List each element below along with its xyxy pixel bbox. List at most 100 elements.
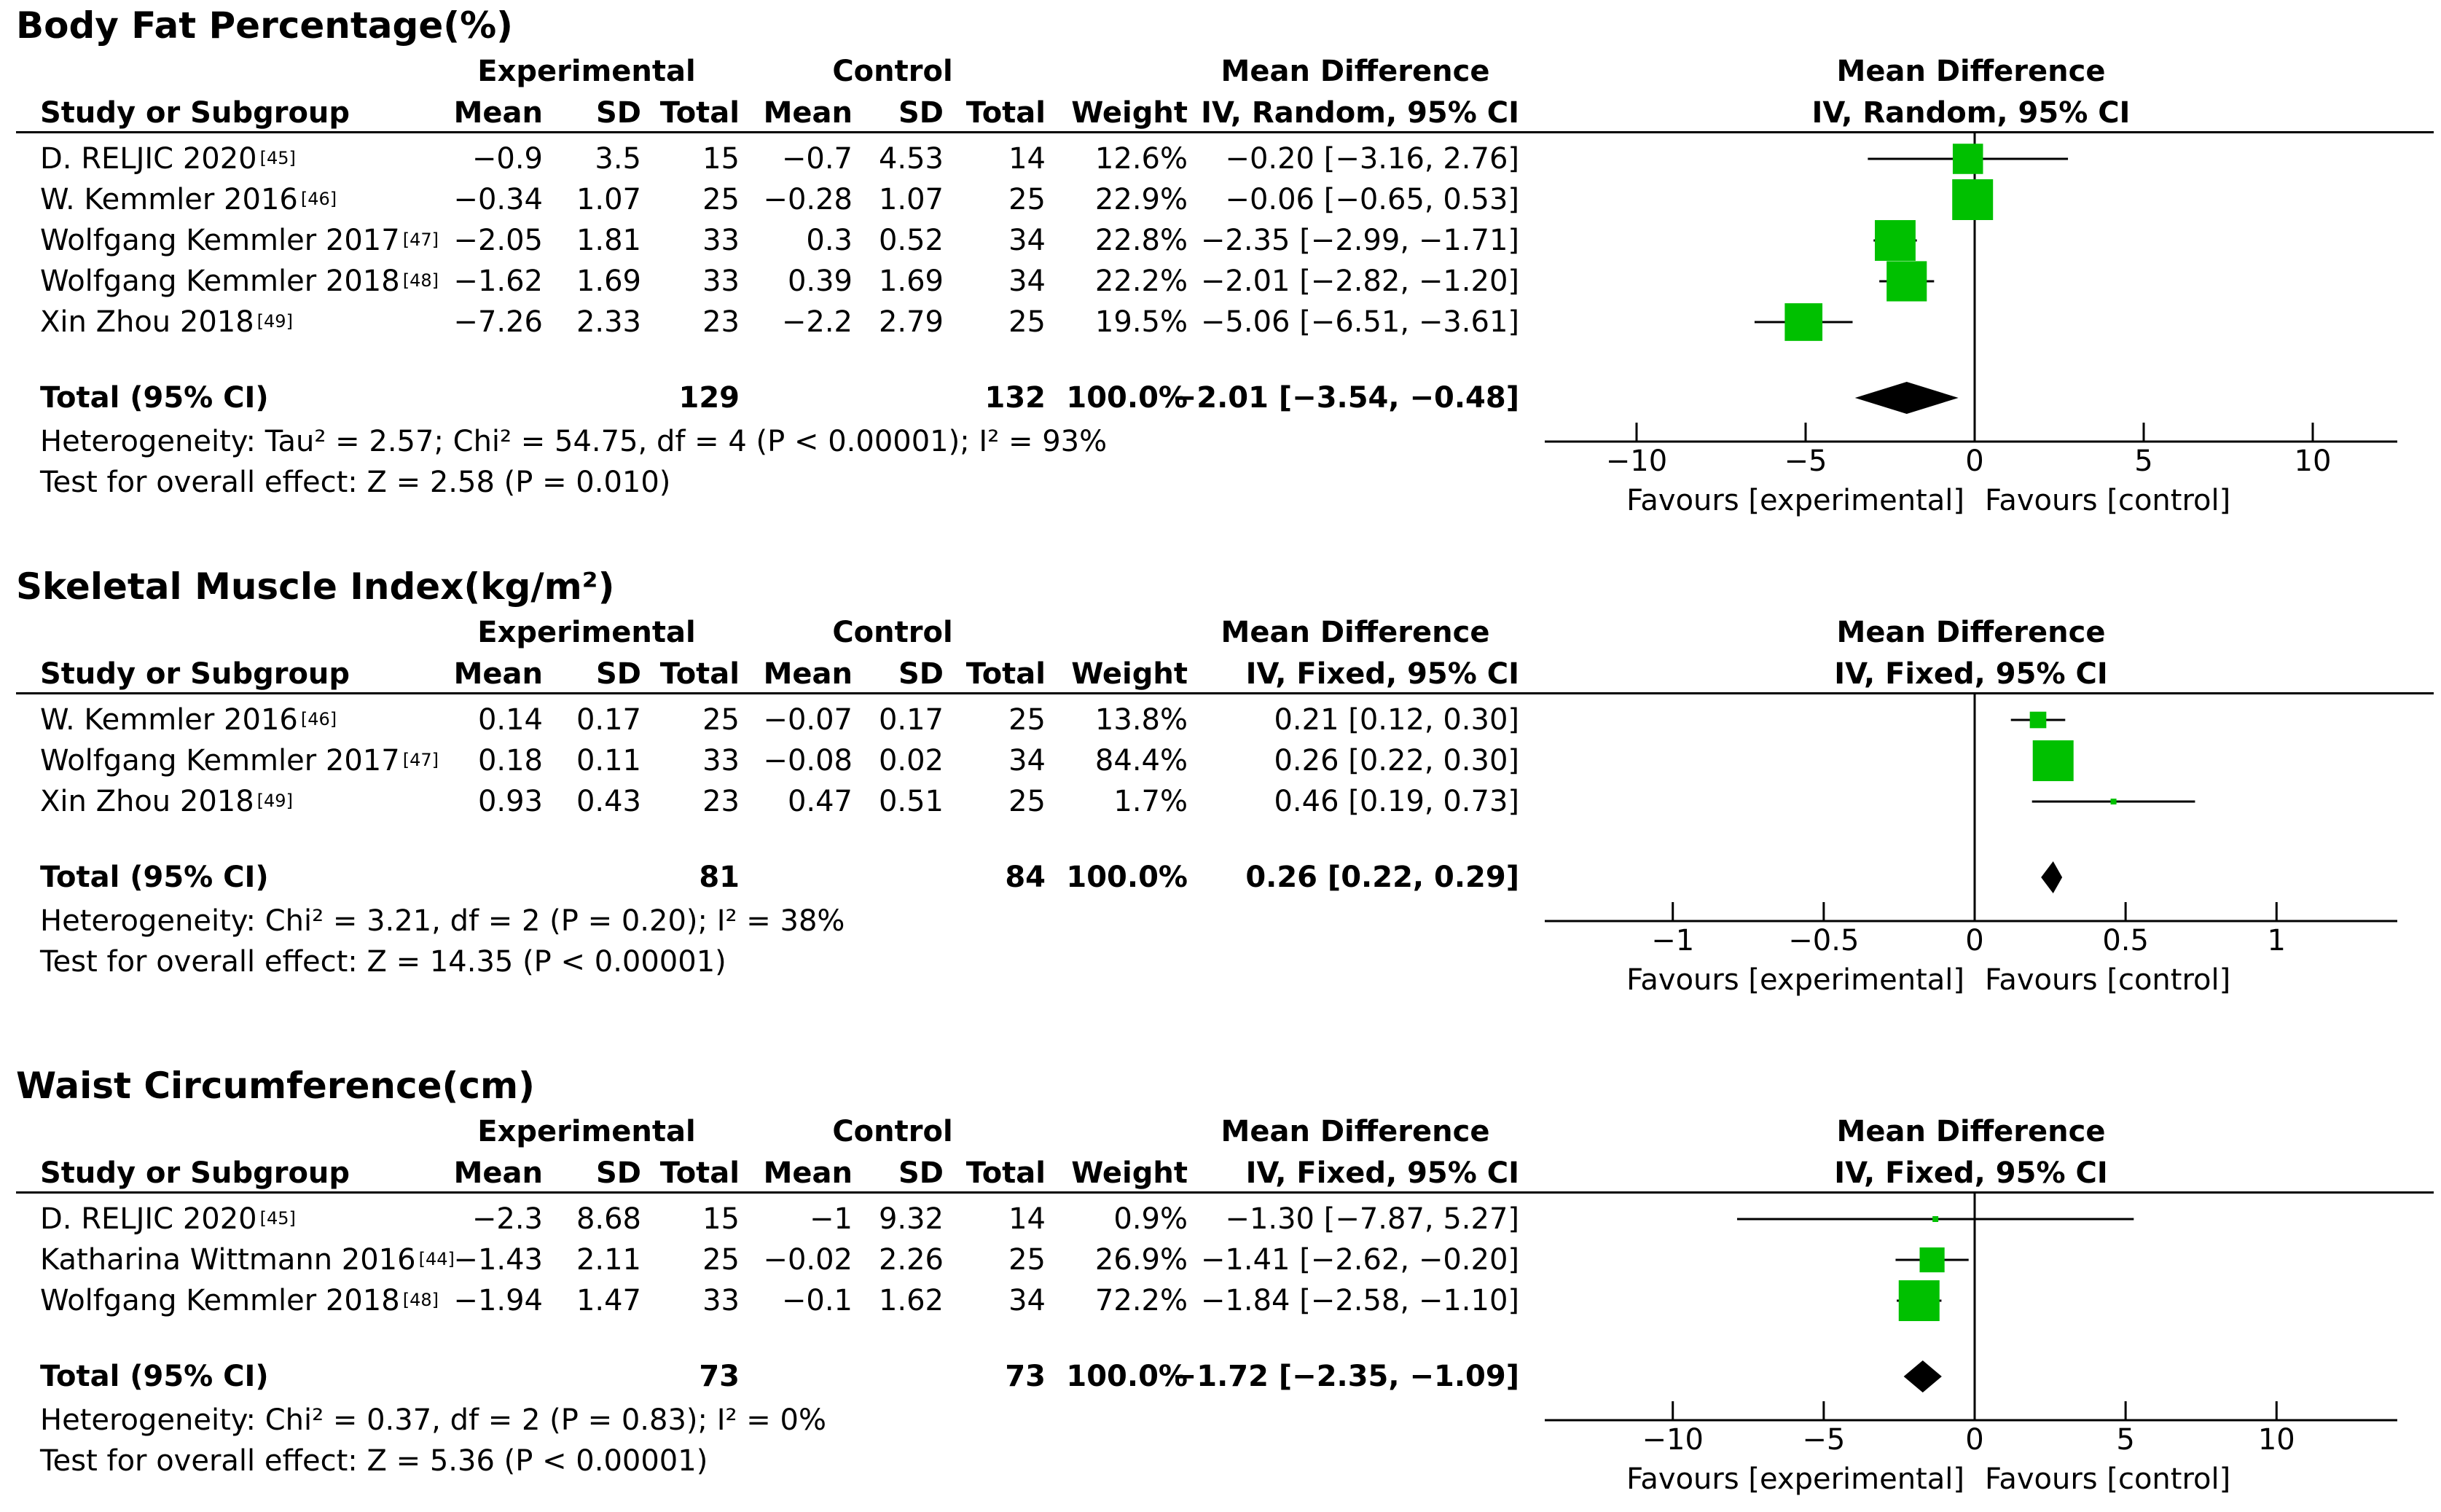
- study-square: [1898, 1280, 1940, 1321]
- study-reference: [46]: [300, 709, 337, 729]
- total-label: Total (95% CI): [40, 381, 269, 415]
- favours-control-label: Favours [control]: [1985, 963, 2230, 997]
- ctrl-mean-cell: −0.02: [763, 1243, 853, 1277]
- study-column-header: Study or Subgroup: [40, 96, 350, 130]
- exp-total-header: Total: [659, 657, 740, 691]
- exp-mean-cell: −2.3: [471, 1202, 543, 1236]
- control-group-header: Control: [832, 1115, 953, 1148]
- exp-total-cell: 33: [702, 744, 740, 777]
- plot-method-header: IV, Random, 95% CI: [1811, 96, 2131, 130]
- exp-sd-cell: 8.68: [576, 1202, 641, 1236]
- ctrl-sd-header: SD: [898, 657, 944, 691]
- exp-total-cell: 25: [702, 183, 740, 216]
- exp-total-sum: 73: [699, 1360, 740, 1393]
- ctrl-total-cell: 34: [1008, 744, 1046, 777]
- study-name: Xin Zhou 2018 [49]: [40, 787, 293, 816]
- ctrl-mean-header: Mean: [763, 1156, 853, 1190]
- panel-title: Body Fat Percentage(%): [16, 4, 514, 47]
- forest-panel: Waist Circumference(cm) Experimental Contr…: [0, 1060, 2441, 1512]
- weight-cell: 22.8%: [1094, 224, 1188, 257]
- x-tick-label: 0: [1965, 444, 1983, 478]
- control-group-header: Control: [832, 55, 953, 88]
- exp-mean-cell: 0.18: [477, 744, 543, 777]
- study-name: Wolfgang Kemmler 2017 [47]: [40, 746, 439, 775]
- study-reference: [48]: [402, 270, 439, 291]
- study-column-header: Study or Subgroup: [40, 1156, 350, 1190]
- ctrl-sd-cell: 1.07: [878, 183, 944, 216]
- effect-ci-cell: −2.01 [−2.82, −1.20]: [1200, 265, 1519, 298]
- ctrl-sd-cell: 0.02: [878, 744, 944, 777]
- x-tick-label: 5: [2134, 444, 2152, 478]
- weight-cell: 84.4%: [1094, 744, 1188, 777]
- exp-sd-cell: 1.07: [576, 183, 641, 216]
- ctrl-total-cell: 25: [1008, 305, 1046, 339]
- exp-sd-cell: 3.5: [595, 142, 641, 176]
- ctrl-sd-cell: 2.79: [878, 305, 944, 339]
- plot-method-header: IV, Fixed, 95% CI: [1834, 1156, 2108, 1190]
- ctrl-mean-cell: −2.2: [781, 305, 853, 339]
- exp-total-cell: 15: [702, 142, 740, 176]
- study-reference: [49]: [256, 311, 293, 332]
- exp-total-cell: 23: [702, 305, 740, 339]
- total-effect-ci: 0.26 [0.22, 0.29]: [1245, 861, 1519, 894]
- exp-sd-cell: 2.33: [576, 305, 641, 339]
- study-name-text: W. Kemmler 2016: [40, 703, 298, 737]
- total-label: Total (95% CI): [40, 861, 269, 894]
- ctrl-total-cell: 14: [1008, 1202, 1046, 1236]
- exp-sd-cell: 2.11: [576, 1243, 641, 1277]
- heterogeneity-text: Heterogeneity: Chi² = 0.37, df = 2 (P = …: [40, 1403, 826, 1437]
- study-name: D. RELJIC 2020 [45]: [40, 1204, 296, 1234]
- exp-sd-header: SD: [595, 1156, 641, 1190]
- exp-mean-cell: −1.43: [453, 1243, 543, 1277]
- ctrl-total-cell: 34: [1008, 224, 1046, 257]
- study-name: Katharina Wittmann 2016 [44]: [40, 1245, 455, 1274]
- pooled-diamond: [2041, 861, 2063, 893]
- x-tick-label: 0.5: [2102, 924, 2149, 957]
- weight-cell: 26.9%: [1094, 1243, 1188, 1277]
- mean-difference-header: Mean Difference: [1220, 616, 1490, 649]
- weight-header: Weight: [1071, 1156, 1188, 1190]
- exp-total-cell: 15: [702, 1202, 740, 1236]
- forest-plot: −10 −5 0 5 10 Favours [experimental] Favours […: [1545, 131, 2397, 517]
- plot-mean-difference-header: Mean Difference: [1836, 1115, 2106, 1148]
- study-reference: [45]: [259, 148, 296, 168]
- study-name-text: Wolfgang Kemmler 2017: [40, 744, 400, 777]
- study-square: [1919, 1247, 1945, 1273]
- ctrl-sd-cell: 9.32: [878, 1202, 944, 1236]
- study-name: Wolfgang Kemmler 2018 [48]: [40, 1286, 439, 1315]
- ctrl-mean-cell: −0.28: [763, 183, 853, 216]
- ctrl-total-header: Total: [965, 657, 1046, 691]
- forest-plot: −10 −5 0 5 10 Favours [experimental] Favours […: [1545, 1191, 2397, 1496]
- exp-total-cell: 25: [702, 1243, 740, 1277]
- mean-difference-header: Mean Difference: [1220, 55, 1490, 88]
- effect-ci-cell: −1.84 [−2.58, −1.10]: [1200, 1284, 1519, 1317]
- effect-ci-cell: 0.26 [0.22, 0.30]: [1274, 744, 1519, 777]
- study-square: [1952, 179, 1994, 220]
- exp-mean-cell: 0.14: [477, 703, 543, 737]
- forest-panel: Skeletal Muscle Index(kg/m²) Experimental…: [0, 561, 2441, 1013]
- x-tick-label: 1: [2268, 924, 2286, 957]
- ctrl-total-cell: 25: [1008, 785, 1046, 818]
- study-name: W. Kemmler 2016 [46]: [40, 705, 337, 735]
- ctrl-total-sum: 84: [1005, 861, 1046, 894]
- ctrl-mean-cell: 0.47: [787, 785, 853, 818]
- study-square: [2110, 799, 2117, 804]
- exp-mean-header: Mean: [453, 96, 543, 130]
- study-square: [2032, 740, 2074, 781]
- study-name-text: Katharina Wittmann 2016: [40, 1243, 416, 1277]
- exp-mean-cell: −1.62: [453, 265, 543, 298]
- header-rule: [16, 1191, 2434, 1194]
- plot-mean-difference-header: Mean Difference: [1836, 55, 2106, 88]
- ctrl-total-header: Total: [965, 96, 1046, 130]
- study-name: Xin Zhou 2018 [49]: [40, 308, 293, 337]
- weight-header: Weight: [1071, 657, 1188, 691]
- study-name: Wolfgang Kemmler 2018 [48]: [40, 267, 439, 296]
- x-tick-label: 0: [1965, 1423, 1983, 1457]
- study-name-text: D. RELJIC 2020: [40, 1202, 257, 1236]
- study-name: Wolfgang Kemmler 2017 [47]: [40, 226, 439, 255]
- x-tick-label: 10: [2258, 1423, 2295, 1457]
- effect-ci-cell: −1.30 [−7.87, 5.27]: [1225, 1202, 1519, 1236]
- exp-total-cell: 33: [702, 224, 740, 257]
- ctrl-total-cell: 34: [1008, 1284, 1046, 1317]
- weight-cell: 12.6%: [1094, 142, 1188, 176]
